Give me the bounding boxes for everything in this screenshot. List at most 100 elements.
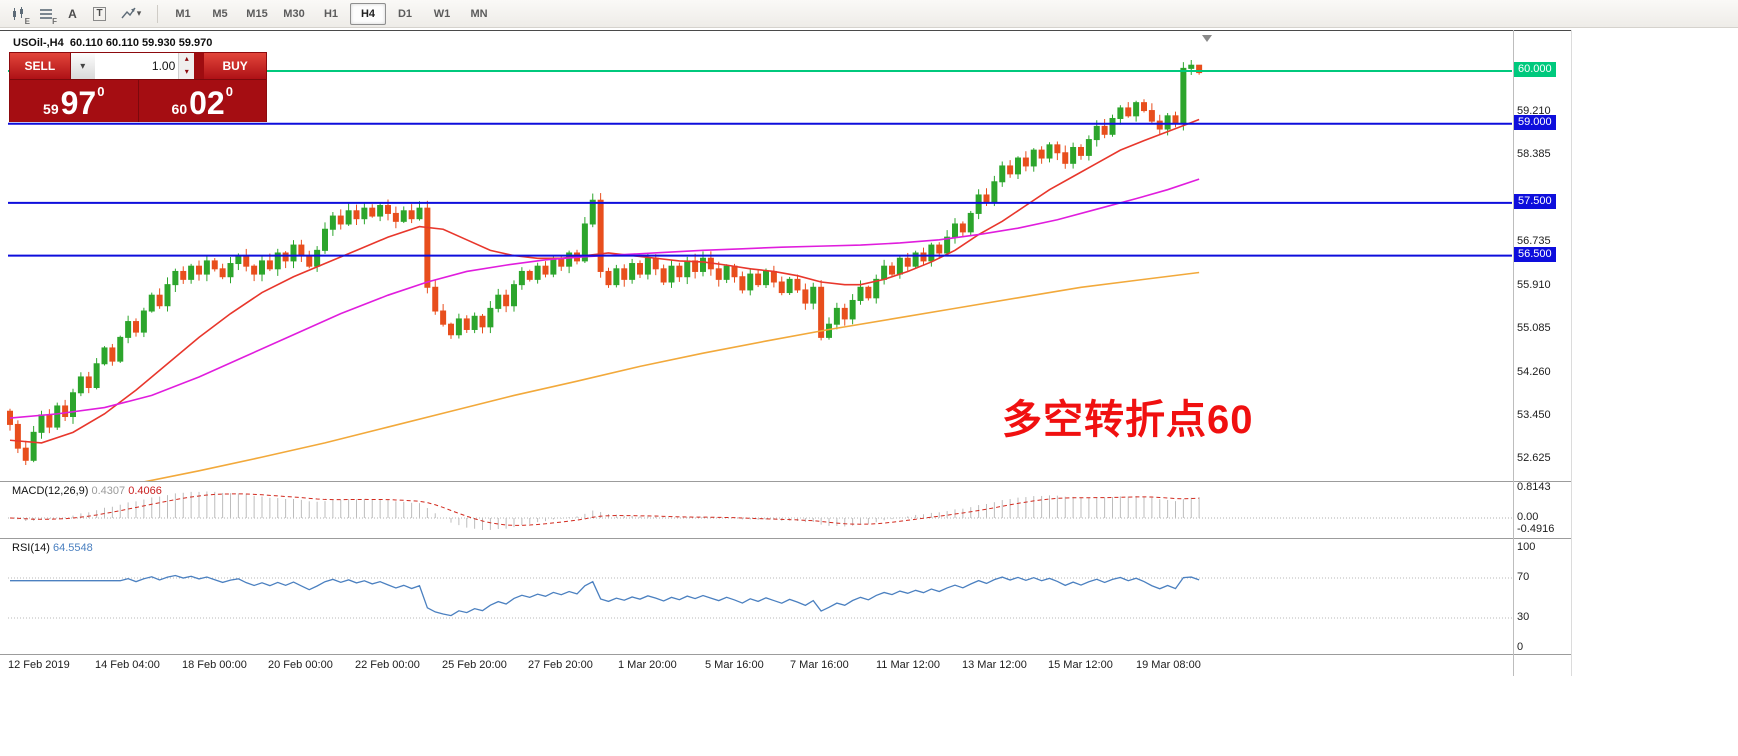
time-label: 11 Mar 12:00 xyxy=(876,659,941,671)
price-tick: 54.260 xyxy=(1517,365,1551,378)
trendline-icon xyxy=(121,7,136,19)
candlestick-chart[interactable] xyxy=(0,31,1572,482)
volume-spinner: ▴ ▾ xyxy=(178,53,195,79)
ask-integer: 60 xyxy=(171,101,188,117)
price-tick: 53.450 xyxy=(1517,408,1551,421)
chart-title: USOil-,H4 60.110 60.110 59.930 59.970 xyxy=(13,37,213,49)
chevron-down-icon: ▾ xyxy=(80,60,86,72)
bid-pips: 97 xyxy=(60,85,97,121)
rsi-axis-label: 100 xyxy=(1517,541,1536,553)
time-label: 27 Feb 20:00 xyxy=(528,659,593,671)
ask-point: 0 xyxy=(225,84,233,99)
price-tick: 58.385 xyxy=(1517,148,1551,161)
rsi-value: 64.5548 xyxy=(52,542,93,554)
ask-price: 60 02 0 xyxy=(139,80,267,122)
time-label: 12 Feb 2019 xyxy=(8,659,70,671)
macd-label: MACD(12,26,9) 0.4307 0.4066 xyxy=(12,485,162,497)
volume-input[interactable]: 1.00 ▴ ▾ xyxy=(94,53,195,79)
timeframe-m30[interactable]: M30 xyxy=(283,7,305,20)
window-right-edge xyxy=(1571,30,1572,676)
time-label: 5 Mar 16:00 xyxy=(705,659,764,671)
macd-axis-label: 0.8143 xyxy=(1517,481,1551,494)
macd-panel[interactable]: MACD(12,26,9) 0.4307 0.4066 xyxy=(0,481,1572,538)
time-label: 14 Feb 04:00 xyxy=(95,659,160,671)
timeframe-w1[interactable]: W1 xyxy=(433,7,451,20)
time-label: 15 Mar 12:00 xyxy=(1048,659,1113,671)
time-label: 18 Feb 00:00 xyxy=(182,659,247,671)
timeframe-buttons: M1 M5 M15 M30 H1 H4 D1 W1 MN xyxy=(165,2,498,25)
price-level-badge: 60.000 xyxy=(1514,62,1556,77)
icon-sub-label-e: E xyxy=(24,16,30,26)
chart-window[interactable]: USOil-,H4 60.110 60.110 59.930 59.970 SE… xyxy=(0,30,1572,482)
one-click-trading-widget: SELL ▾ 1.00 ▴ ▾ BUY 59 97 0 xyxy=(10,53,266,122)
macd-main-value: 0.4307 xyxy=(91,485,126,497)
sell-button[interactable]: SELL xyxy=(10,53,70,79)
rsi-label: RSI(14) 64.5548 xyxy=(12,542,93,554)
macd-axis-label: 0.00 xyxy=(1517,511,1539,523)
timeframe-h1[interactable]: H1 xyxy=(323,7,339,20)
macd-signal-value: 0.4066 xyxy=(128,485,162,497)
time-label: 13 Mar 12:00 xyxy=(962,659,1027,671)
cursor-tool-button[interactable]: A xyxy=(60,3,85,25)
quote-divider xyxy=(137,80,139,122)
rsi-panel[interactable]: RSI(14) 64.5548 xyxy=(0,538,1572,654)
price-tick: 55.910 xyxy=(1517,278,1551,291)
chart-shift-marker[interactable] xyxy=(1202,35,1212,42)
chevron-down-icon: ▾ xyxy=(136,8,142,18)
rsi-name: RSI(14) xyxy=(12,542,50,554)
timeframe-d1[interactable]: D1 xyxy=(397,7,413,20)
timeframe-m1[interactable]: M1 xyxy=(175,7,191,20)
new-chart-button[interactable]: E xyxy=(6,3,31,26)
price-tick: 59.210 xyxy=(1517,104,1551,117)
top-toolbar: E F A T ▾ M1 M5 M15 M30 H1 H4 D1 W1 MN xyxy=(0,0,1738,28)
quote-row: 59 97 0 60 02 0 xyxy=(10,79,266,122)
price-tick: 56.735 xyxy=(1517,235,1551,248)
price-level-badge: 56.500 xyxy=(1514,246,1556,262)
rsi-plot xyxy=(8,574,1512,619)
volume-dropdown[interactable]: ▾ xyxy=(69,53,95,79)
bid-point: 0 xyxy=(97,84,105,99)
rsi-axis-label: 0 xyxy=(1517,641,1524,653)
candlestick-chart-icon xyxy=(13,6,23,20)
time-label: 1 Mar 20:00 xyxy=(618,659,677,671)
annotation-text[interactable]: 多空转折点60 xyxy=(1002,398,1254,442)
trade-controls-row: SELL ▾ 1.00 ▴ ▾ BUY xyxy=(10,53,266,79)
time-label: 22 Feb 00:00 xyxy=(355,659,420,671)
time-label: 25 Feb 20:00 xyxy=(442,659,507,671)
indicator-list-button[interactable]: F xyxy=(33,3,58,26)
volume-value: 1.00 xyxy=(151,59,176,73)
timeframe-m5[interactable]: M5 xyxy=(212,7,228,20)
ask-pips: 02 xyxy=(189,85,225,121)
time-axis[interactable]: 12 Feb 2019 14 Feb 04:00 18 Feb 00:00 20 Fe… xyxy=(0,654,1572,676)
ma-slow-orange[interactable] xyxy=(10,271,1200,482)
timeframe-h4[interactable]: H4 xyxy=(350,2,386,25)
rsi-axis-label: 30 xyxy=(1517,611,1530,623)
volume-increase-button[interactable]: ▴ xyxy=(179,53,195,66)
trade-widget-gap xyxy=(194,53,205,79)
timeframe-m15[interactable]: M15 xyxy=(246,7,268,20)
cursor-tool-icon: A xyxy=(68,6,77,21)
rsi-axis-label: 70 xyxy=(1517,571,1530,583)
timeframe-mn[interactable]: MN xyxy=(470,7,488,20)
price-level-badge: 57.500 xyxy=(1514,193,1556,209)
volume-decrease-button[interactable]: ▾ xyxy=(179,66,195,79)
time-label: 19 Mar 08:00 xyxy=(1136,659,1201,671)
time-label: 7 Mar 16:00 xyxy=(790,659,849,671)
ma-fast-red[interactable] xyxy=(9,118,1200,444)
text-tool-button[interactable]: T xyxy=(87,3,112,25)
draw-tools-button[interactable]: ▾ xyxy=(114,3,148,25)
list-icon xyxy=(39,8,52,19)
macd-axis-label: -0.4916 xyxy=(1517,523,1555,535)
macd-plot xyxy=(8,491,1512,531)
macd-name: MACD(12,26,9) xyxy=(12,485,89,497)
price-axis-separator xyxy=(1513,30,1514,676)
bid-price: 59 97 0 xyxy=(10,80,138,122)
price-tick: 52.625 xyxy=(1517,452,1551,465)
icon-sub-label-f: F xyxy=(52,16,57,26)
bid-integer: 59 xyxy=(43,101,59,117)
price-tick: 55.085 xyxy=(1517,322,1551,335)
ma-mid-magenta[interactable] xyxy=(9,178,1200,419)
buy-button[interactable]: BUY xyxy=(204,53,266,79)
price-level-badge: 59.000 xyxy=(1514,114,1556,130)
